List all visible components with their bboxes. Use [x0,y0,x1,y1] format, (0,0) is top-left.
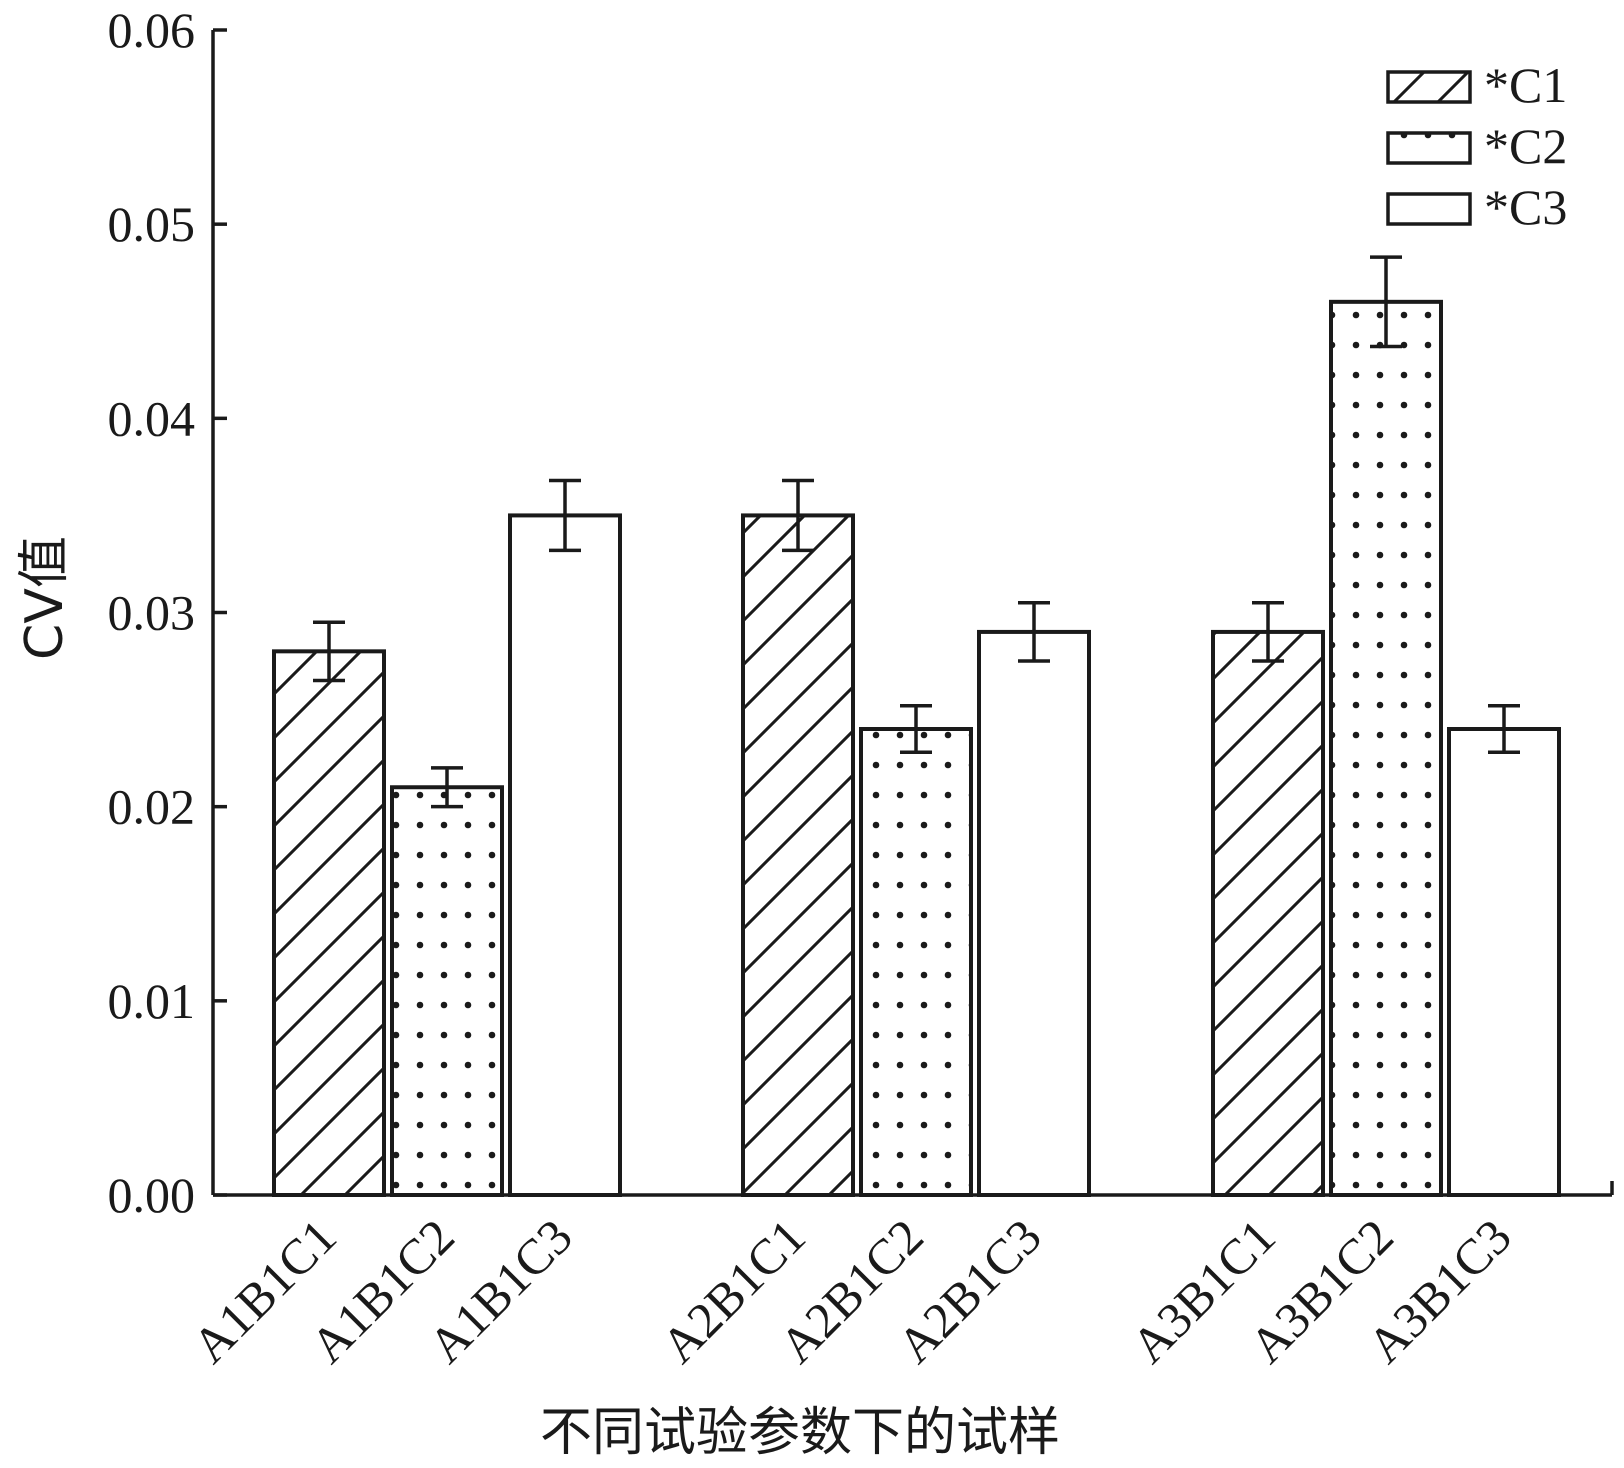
bar-A1B1C2 [390,785,504,1197]
y-tick-label-0.01: 0.01 [108,973,196,1029]
legend-swatch-1 [1386,70,1472,104]
y-tick-label-0.06: 0.06 [108,2,196,58]
legend-swatch-2 [1386,131,1472,165]
legend-swatch-3 [1386,192,1472,226]
y-tick-label-0.05: 0.05 [108,196,196,252]
x-axis-title: 不同试验参数下的试样 [540,1403,1060,1463]
legend-label-2: *C2 [1484,118,1567,174]
legend-label-1: *C1 [1484,57,1567,113]
bar-A2B1C2 [859,727,973,1197]
legend: *C1*C2*C3 [1386,57,1567,235]
error-bars-layer [313,255,1520,809]
y-tick-label-0.02: 0.02 [108,779,196,835]
bar-A2B1C3 [977,629,1091,1197]
bar-A3B1C2 [1329,299,1443,1198]
y-axis-title: CV值 [15,536,75,660]
bar-A1B1C3 [508,513,622,1197]
y-tick-label-0.04: 0.04 [108,390,196,446]
bar-A3B1C1 [1211,629,1325,1197]
y-tick-label-0.03: 0.03 [108,585,196,641]
legend-label-3: *C3 [1484,179,1567,235]
bar-A2B1C1 [741,513,855,1197]
y-tick-label-0.00: 0.00 [108,1167,196,1223]
bar-A3B1C3 [1447,727,1561,1197]
bar-A1B1C1 [272,649,386,1197]
